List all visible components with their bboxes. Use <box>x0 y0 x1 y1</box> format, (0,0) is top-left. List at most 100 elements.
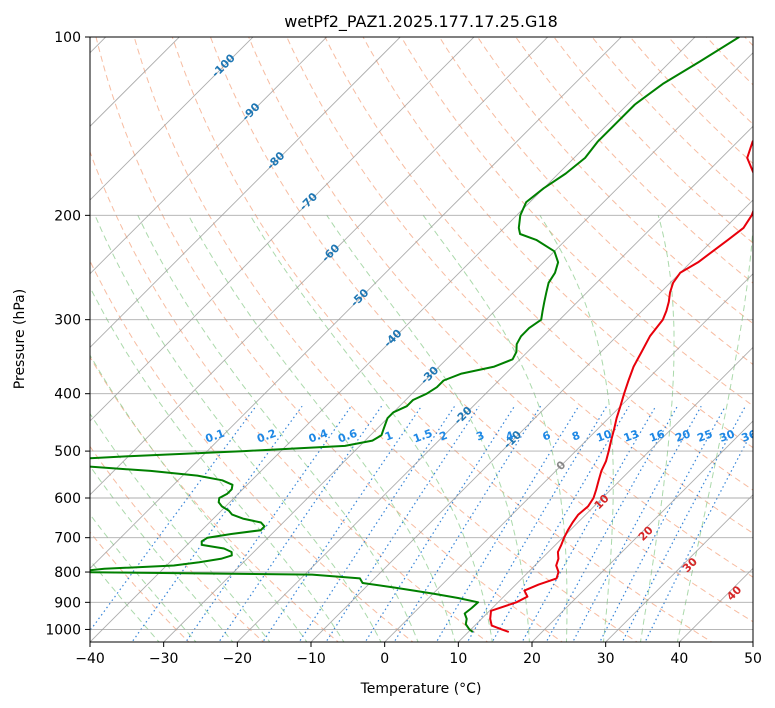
moist-adiabat-line <box>249 215 493 642</box>
y-tick-label: 600 <box>54 491 81 507</box>
dewpoint-profile-line <box>90 37 740 633</box>
y-tick-label: 700 <box>54 531 81 547</box>
isotherm-line <box>90 37 254 201</box>
x-tick-label: −40 <box>75 651 105 667</box>
dry-adiabat-line <box>133 37 638 642</box>
moist-adiabat-line <box>94 215 382 642</box>
mixing-ratio-line <box>364 405 516 642</box>
x-tick-label: −30 <box>149 651 179 667</box>
y-tick-label: 200 <box>54 208 81 224</box>
isotherm-line <box>236 125 753 642</box>
y-tick-label: 300 <box>54 313 81 329</box>
mixing-ratio-label: 0.2 <box>255 427 278 446</box>
y-tick-label: 900 <box>54 595 81 611</box>
x-tick-label: 0 <box>380 651 389 667</box>
moist-adiabat-line <box>90 354 308 642</box>
isotherm-line <box>90 37 549 496</box>
dry-adiabat-line <box>438 37 753 366</box>
dry-adiabat-line <box>90 150 489 642</box>
mixing-ratio-label: 10 <box>595 427 614 445</box>
chart-title: wetPf2_PAZ1.2025.177.17.25.G18 <box>284 12 558 32</box>
moist-adiabat-line <box>90 412 271 642</box>
y-tick-label: 800 <box>54 565 81 581</box>
isotherm-label: -40 <box>381 326 404 349</box>
annotations: -100-90-80-70-60-50-40-30-20-100.1 0.2 0.4… <box>204 51 759 603</box>
mixing-ratio-line <box>599 405 726 642</box>
dry-adiabat-line <box>90 445 265 642</box>
mixing-ratio-line <box>218 405 382 642</box>
mixing-ratio-label: 1.5 <box>411 427 434 446</box>
mixing-ratio-label: 13 <box>622 427 641 444</box>
y-axis-label: Pressure (hPa) <box>12 289 28 389</box>
moist-adiabat-line <box>90 465 234 642</box>
isotherm-line <box>90 37 401 348</box>
isotherm-line <box>752 641 753 642</box>
y-tick-label: 500 <box>54 444 81 460</box>
dry-adiabat-line <box>667 37 753 125</box>
isotherm-line <box>310 199 753 642</box>
y-tick-label: 400 <box>54 387 81 403</box>
mixing-ratio-label: 36 <box>740 427 759 445</box>
plot-frame <box>89 36 754 643</box>
isotherm-label: -60 <box>319 241 342 264</box>
mixing-ratio-label: 1 <box>383 429 395 444</box>
isotherm-line <box>163 52 753 642</box>
y-tick-label: 100 <box>54 30 81 46</box>
dry-adiabat-line <box>770 24 775 645</box>
isotherm-line <box>90 37 328 275</box>
isotherm-label: -70 <box>297 190 320 213</box>
isotherm-line <box>531 420 753 642</box>
dry-adiabat-line <box>744 37 753 47</box>
isotherm-label: -50 <box>348 286 371 309</box>
dry-adiabat-line <box>90 531 190 642</box>
x-tick-label: 40 <box>670 651 688 667</box>
dry-adiabat-line <box>286 37 753 534</box>
mixing-ratio-label: 25 <box>696 427 715 444</box>
moist-adiabat-line <box>90 286 345 642</box>
mixing-ratio-label: 0.6 <box>336 427 359 446</box>
mixing-ratio-label: 8 <box>570 429 582 444</box>
x-tick-label: 50 <box>744 651 762 667</box>
isotherm-line <box>90 37 622 570</box>
dry-adiabat-line <box>90 259 414 642</box>
isotherm-line <box>90 37 180 127</box>
x-tick-label: −10 <box>296 651 326 667</box>
mixing-ratio-label: 30 <box>718 427 737 445</box>
mixing-ratio-label: 3 <box>474 429 486 444</box>
x-tick-label: 10 <box>449 651 467 667</box>
lcl-label: 40 <box>724 583 744 603</box>
background-lines <box>0 10 775 654</box>
mixing-ratio-label: 16 <box>648 427 667 445</box>
moist-adiabat-line <box>137 215 419 642</box>
mixing-ratio-label: 4 <box>504 429 516 444</box>
isotherm-line <box>457 346 753 642</box>
mixing-ratio-line <box>572 405 702 642</box>
isotherm-line <box>90 37 696 642</box>
moist-adiabat-line <box>539 215 614 642</box>
dry-adiabat-line <box>90 356 340 642</box>
moist-adiabat-line <box>326 215 530 642</box>
mixing-ratio-line <box>466 405 608 642</box>
isotherm-line <box>90 37 475 422</box>
isotherm-line <box>605 494 753 642</box>
mixing-ratio-line <box>90 405 257 632</box>
temperature-profile-line <box>489 139 753 633</box>
dry-adiabat-line <box>515 37 753 284</box>
moist-adiabat-line <box>422 215 568 642</box>
x-axis-ticks: −40 −30 −20 −10 0 10 20 30 40 50 <box>75 642 762 667</box>
mixing-ratio-line <box>298 405 456 642</box>
isotherm-label: -90 <box>239 100 262 123</box>
mixing-ratio-label: 0.1 <box>204 427 227 446</box>
profiles <box>90 37 753 633</box>
y-axis-ticks: 100 200 300 400 500 600 700 800 900 1000 <box>45 30 90 638</box>
isotherm-line <box>0 10 59 654</box>
y-tick-label: 1000 <box>45 622 81 638</box>
moist-adiabat-line <box>188 215 456 642</box>
moist-adiabat-line <box>90 513 197 642</box>
mixing-ratio-label: 0.4 <box>307 427 330 446</box>
mixing-ratio-line <box>491 405 630 642</box>
mixing-ratio-line <box>131 405 303 642</box>
isotherm-label: -20 <box>452 404 475 427</box>
isotherm-label: -100 <box>209 51 238 80</box>
